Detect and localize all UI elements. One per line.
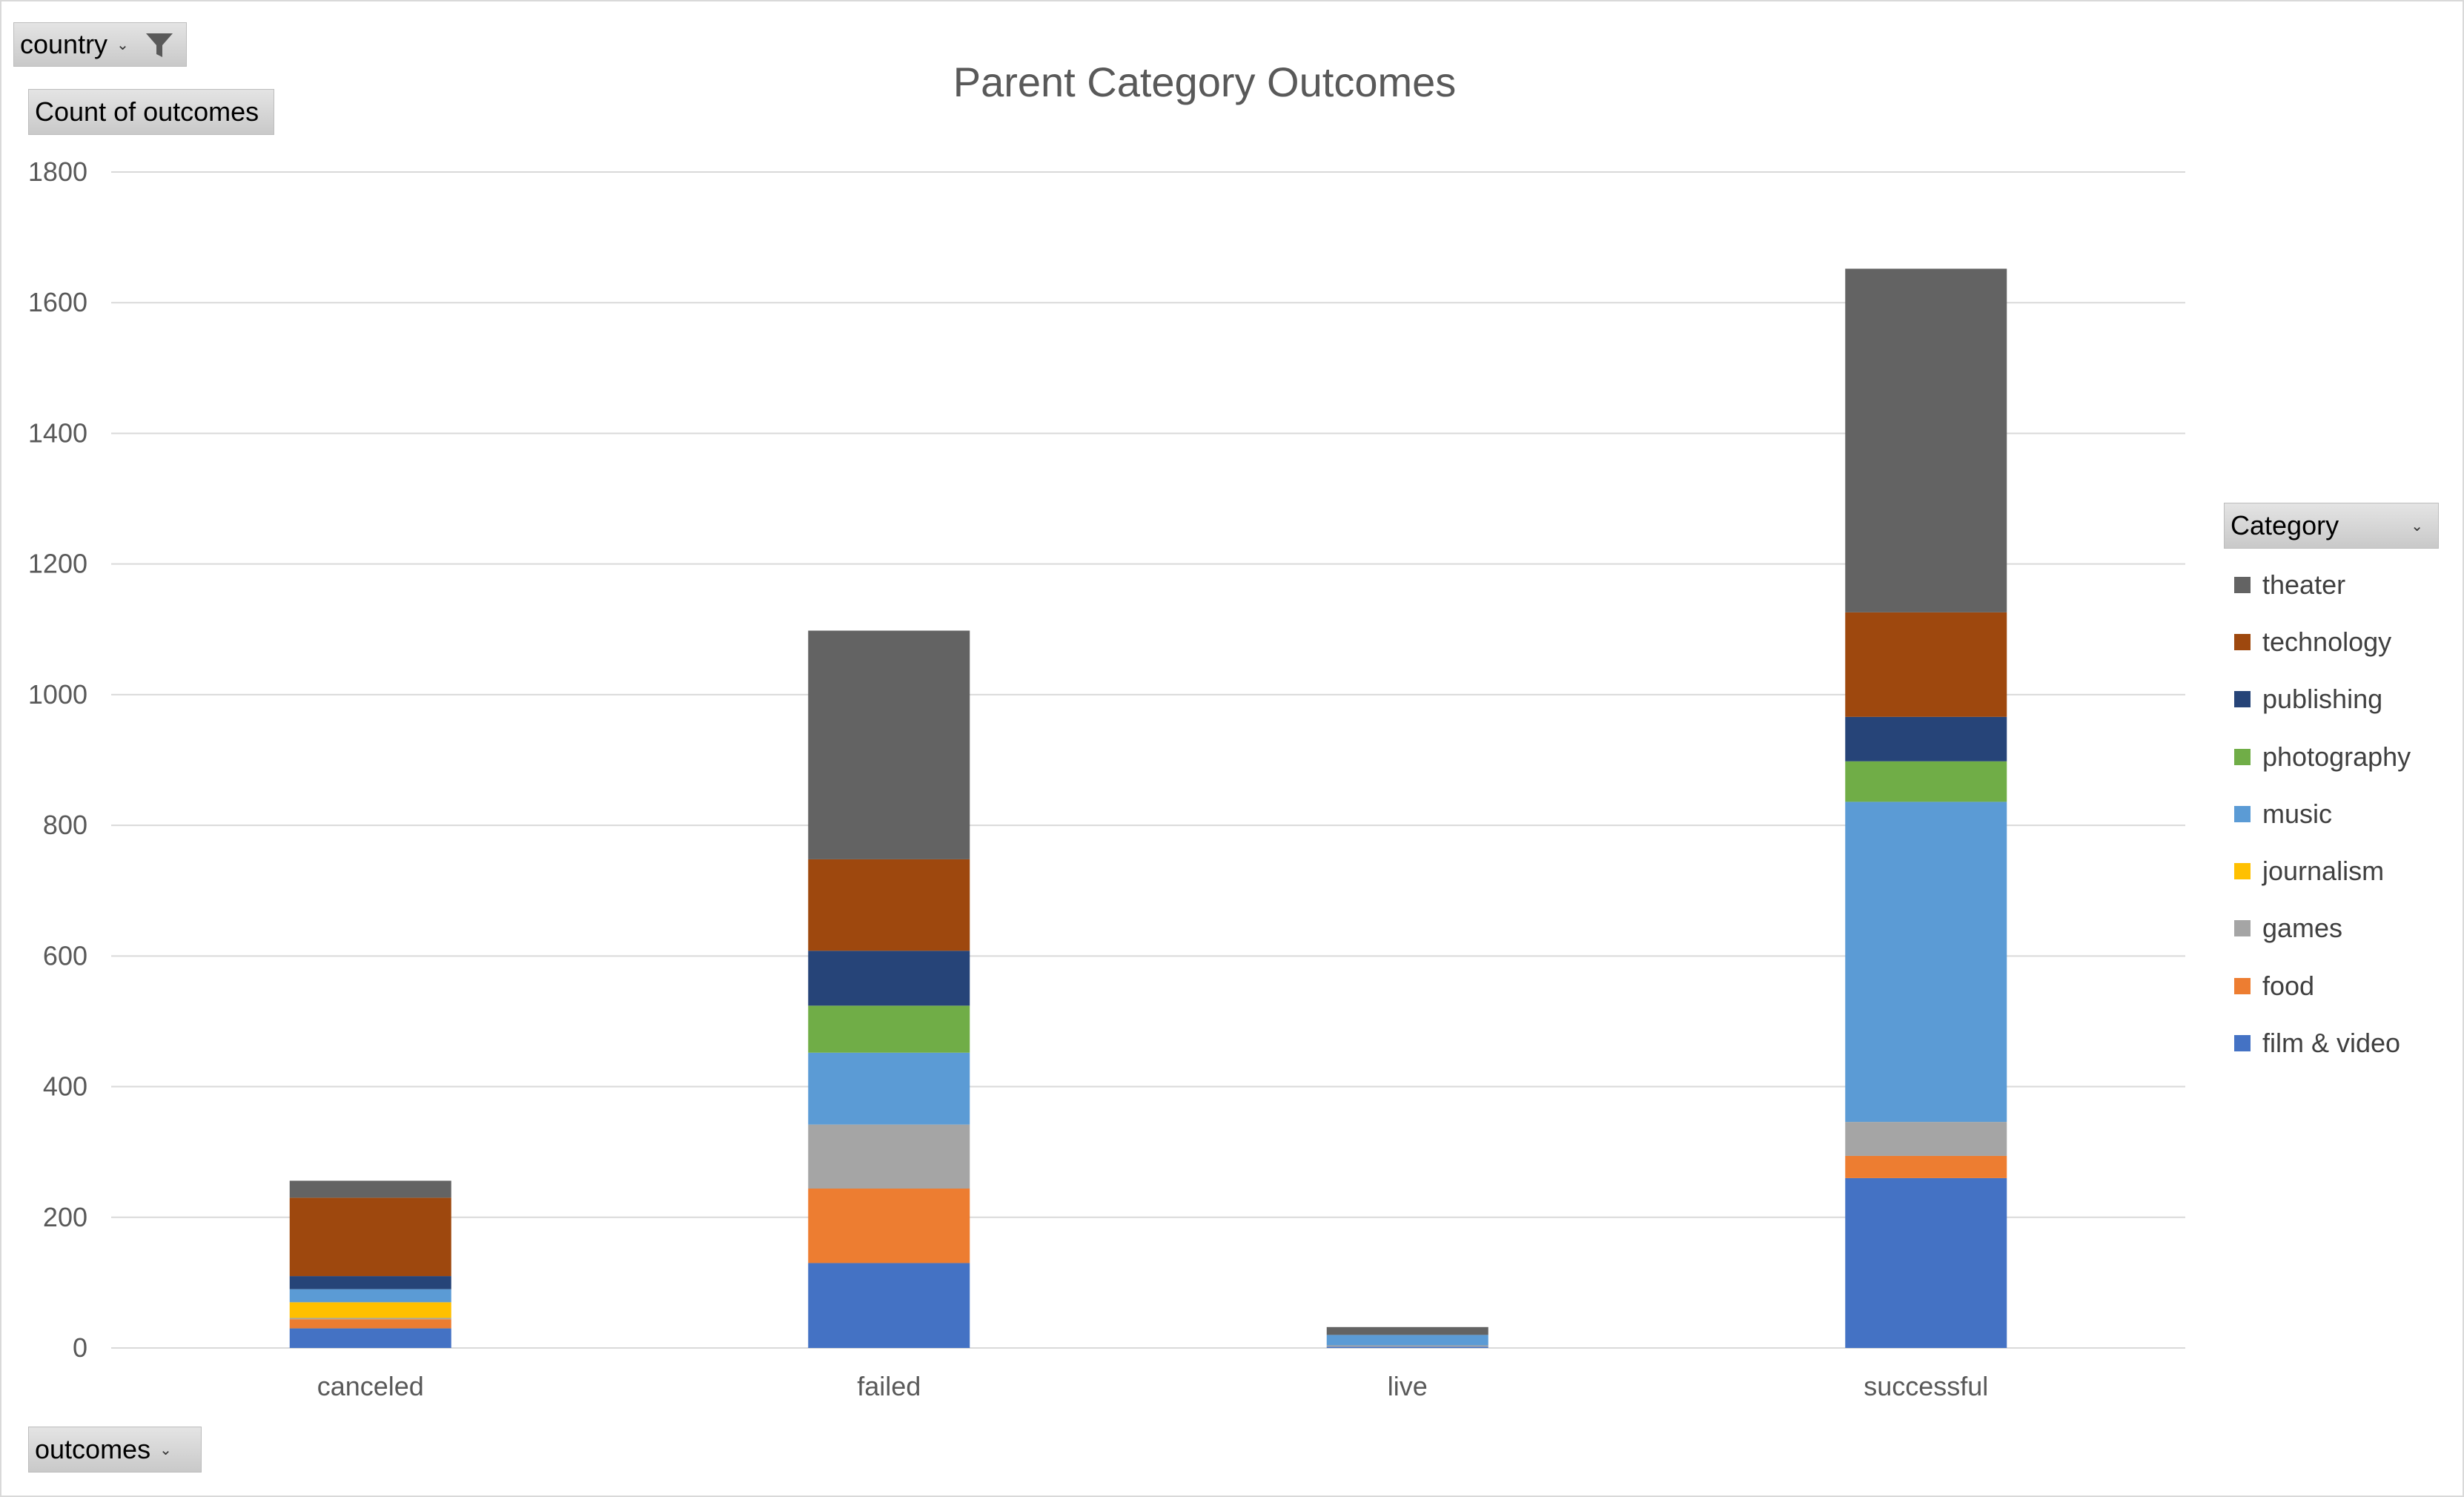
category-field-button[interactable]: Category ⌄ xyxy=(2224,503,2439,549)
y-tick-label: 400 xyxy=(43,1071,87,1102)
x-tick-label: successful xyxy=(1864,1371,1988,1401)
bar-segment xyxy=(289,1328,451,1348)
chevron-down-icon: ⌄ xyxy=(159,1441,172,1458)
legend-item: technology xyxy=(2234,613,2411,670)
legend-swatch xyxy=(2234,1035,2251,1052)
bar-segment xyxy=(1845,761,2007,802)
y-tick-label: 0 xyxy=(73,1332,87,1363)
legend-label: games xyxy=(2262,913,2343,944)
legend-item: photography xyxy=(2234,728,2411,785)
legend-item: food xyxy=(2234,957,2411,1014)
bar-segment xyxy=(289,1180,451,1198)
legend-swatch xyxy=(2234,920,2251,937)
bar-segment xyxy=(808,1124,970,1189)
bar-segment xyxy=(289,1319,451,1329)
legend-item: games xyxy=(2234,900,2411,957)
bar-segment xyxy=(289,1197,451,1277)
bar-segment xyxy=(808,951,970,1006)
legend-swatch xyxy=(2234,805,2251,822)
bar-segment xyxy=(1845,268,2007,612)
bar-segment xyxy=(1845,1122,2007,1156)
x-tick-label: live xyxy=(1388,1371,1428,1401)
legend-swatch xyxy=(2234,748,2251,765)
bar-segment xyxy=(808,859,970,951)
funnel-icon xyxy=(146,33,173,57)
bar-segment xyxy=(1845,802,2007,1123)
bar-segment xyxy=(289,1318,451,1320)
y-tick-label: 600 xyxy=(43,940,87,971)
legend-label: publishing xyxy=(2262,684,2383,715)
legend-label: film & video xyxy=(2262,1028,2401,1059)
legend-swatch xyxy=(2234,633,2251,650)
bar-segment xyxy=(1845,1177,2007,1348)
bar-segment xyxy=(1845,612,2007,717)
y-tick-label: 200 xyxy=(43,1202,87,1232)
bar-segment xyxy=(808,1052,970,1125)
bar-segment xyxy=(808,1005,970,1053)
category-field-label: Category xyxy=(2230,510,2339,541)
filter-field-label: country xyxy=(20,29,108,59)
bar-segment xyxy=(289,1289,451,1303)
x-tick-label: canceled xyxy=(317,1371,424,1401)
legend-item: journalism xyxy=(2234,842,2411,899)
legend-item: music xyxy=(2234,785,2411,842)
y-tick-label: 1600 xyxy=(28,287,87,317)
bar-segment xyxy=(1326,1326,1488,1335)
bar-segment xyxy=(1326,1346,1488,1348)
legend-swatch xyxy=(2234,977,2251,994)
values-field-button[interactable]: Count of outcomes xyxy=(28,89,274,135)
chart-legend: theater technology publishing photography mu… xyxy=(2234,556,2411,1072)
legend-item: film & video xyxy=(2234,1014,2411,1071)
outcomes-field-button[interactable]: outcomes ⌄ xyxy=(28,1427,202,1473)
bar-segment xyxy=(1845,716,2007,761)
axis-field-label: outcomes xyxy=(35,1434,151,1464)
legend-label: journalism xyxy=(2262,856,2385,887)
y-tick-label: 800 xyxy=(43,810,87,840)
legend-label: food xyxy=(2262,970,2315,1001)
bar-segment xyxy=(289,1276,451,1289)
legend-label: photography xyxy=(2262,741,2411,772)
legend-label: music xyxy=(2262,798,2333,829)
chevron-down-icon: ⌄ xyxy=(116,36,129,53)
bar-segment xyxy=(808,1189,970,1263)
bar-segment xyxy=(1326,1345,1488,1347)
legend-swatch xyxy=(2234,863,2251,880)
y-tick-label: 1200 xyxy=(28,549,87,579)
bar-segment xyxy=(1845,1155,2007,1178)
bar-segment xyxy=(808,630,970,859)
y-tick-label: 1400 xyxy=(28,417,87,448)
country-filter-button[interactable]: country ⌄ xyxy=(13,22,187,67)
chart-title: Parent Category Outcomes xyxy=(953,59,1457,105)
bar-segment xyxy=(1326,1335,1488,1346)
legend-item: publishing xyxy=(2234,671,2411,728)
bar-segment xyxy=(808,1263,970,1348)
legend-label: theater xyxy=(2262,569,2346,600)
legend-swatch xyxy=(2234,691,2251,708)
legend-label: technology xyxy=(2262,626,2392,657)
chevron-down-icon: ⌄ xyxy=(2411,518,2423,535)
y-tick-label: 1000 xyxy=(28,679,87,710)
values-field-label: Count of outcomes xyxy=(35,96,259,127)
y-tick-label: 1800 xyxy=(28,156,87,187)
bar-segment xyxy=(289,1302,451,1318)
legend-item: theater xyxy=(2234,556,2411,613)
legend-swatch xyxy=(2234,576,2251,593)
x-tick-label: failed xyxy=(857,1371,921,1401)
